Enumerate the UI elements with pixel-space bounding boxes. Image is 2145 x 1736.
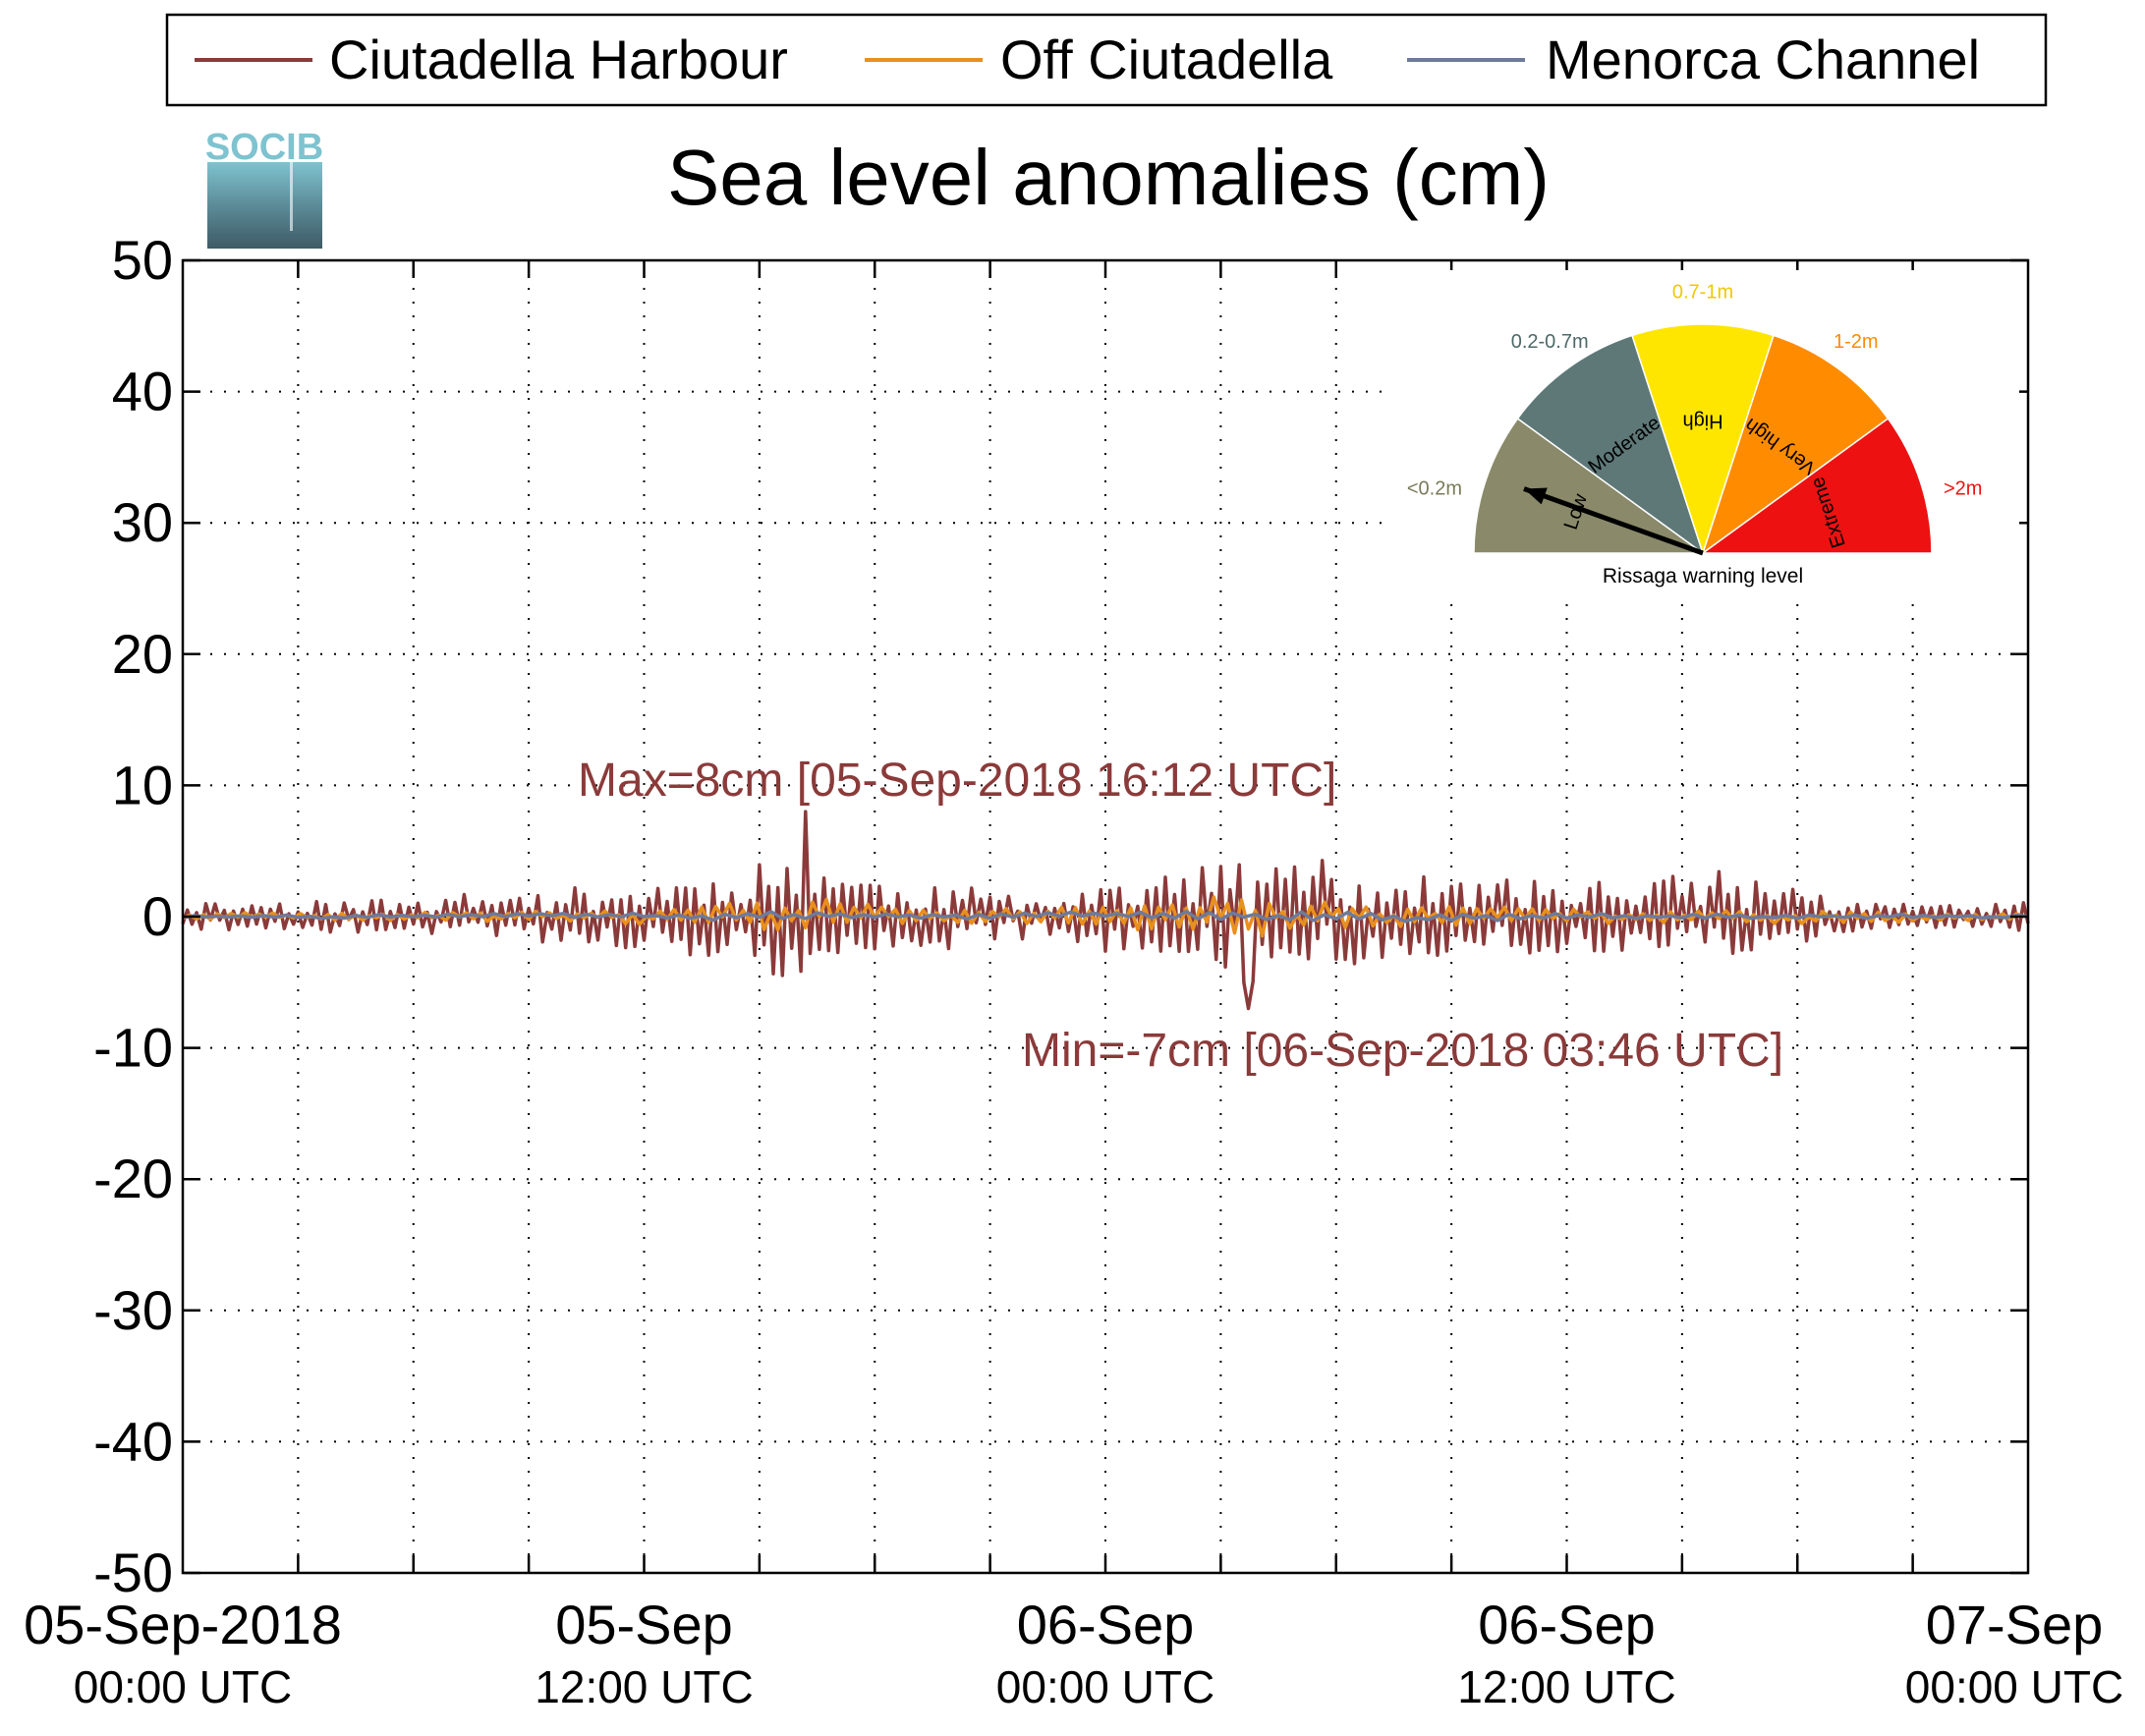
logo-text: SOCIB [205,127,323,168]
gauge-needle-arrowhead [1524,487,1548,505]
y-tick-label: -50 [93,1541,173,1603]
gauge-segment-moderate [1516,334,1705,555]
y-tick-label: 30 [112,491,173,553]
y-tick-label: -30 [93,1279,173,1341]
y-tick-label: -40 [93,1410,173,1472]
gauge-range-extreme: >2m [1944,477,1982,499]
gauge-range-moderate: 0.2-0.7m [1511,331,1589,353]
series-line-off-ciutadella [182,895,2025,938]
gauge-label-high: High [1682,411,1722,432]
x-tick-sublabel: 12:00 UTC [535,1661,753,1712]
annotation-min: Min=-7cm [06-Sep-2018 03:46 UTC] [1022,1025,1783,1077]
y-tick-label: 40 [112,361,173,422]
x-tick-label: 06-Sep [1478,1594,1656,1655]
x-tick-sublabel: 00:00 UTC [1905,1661,2123,1712]
legend-label-ciutadella-harbour: Ciutadella Harbour [329,28,788,90]
chart-title: Sea level anomalies (cm) [667,134,1550,221]
gauge-segment-very-high [1701,334,1890,555]
series-line-ciutadella-harbour [181,810,2030,1011]
series-line-menorca-channel [182,909,2029,924]
y-tick-label: -20 [93,1148,173,1209]
annotation-max: Max=8cm [05-Sep-2018 16:12 UTC] [578,755,1336,807]
x-tick-label: 05-Sep [555,1594,733,1655]
gauge-segment-low [1473,417,1706,554]
gauge-segment-extreme [1700,417,1933,554]
gauge-range-high: 0.7-1m [1672,281,1733,303]
legend-box [165,13,2048,107]
plot-area: 50 40 30 20 10 0 -10 -20 -30 -40 -50 05-Sep-2018 00… [24,229,2123,1712]
gauge-range-low: <0.2m [1407,477,1462,499]
y-tick-label: -10 [93,1017,173,1079]
socib-logo: SOCIB [205,127,323,249]
y-tick-label: 50 [112,229,173,291]
gauge-segment-high [1631,323,1775,556]
legend-label-menorca-channel: Menorca Channel [1546,28,1980,90]
gauge-title: Rissaga warning level [1603,565,1803,588]
y-tick-label: 20 [112,623,173,685]
legend-label-off-ciutadella: Off Ciutadella [1000,28,1333,90]
gauge-needle [1523,486,1704,556]
y-tick-label: 0 [142,885,173,947]
legend: Ciutadella Harbour Off Ciutadella Menorc… [165,13,2048,107]
x-tick-label: 06-Sep [1017,1594,1195,1655]
x-tick-label: 05-Sep-2018 [24,1594,342,1655]
y-tick-label: 10 [112,754,173,815]
gauge-range-very-high: 1-2m [1834,331,1879,353]
x-tick-sublabel: 12:00 UTC [1457,1661,1675,1712]
x-tick-label: 07-Sep [1926,1594,2104,1655]
x-tick-sublabel: 00:00 UTC [996,1661,1214,1712]
x-tick-sublabel: 00:00 UTC [74,1661,292,1712]
